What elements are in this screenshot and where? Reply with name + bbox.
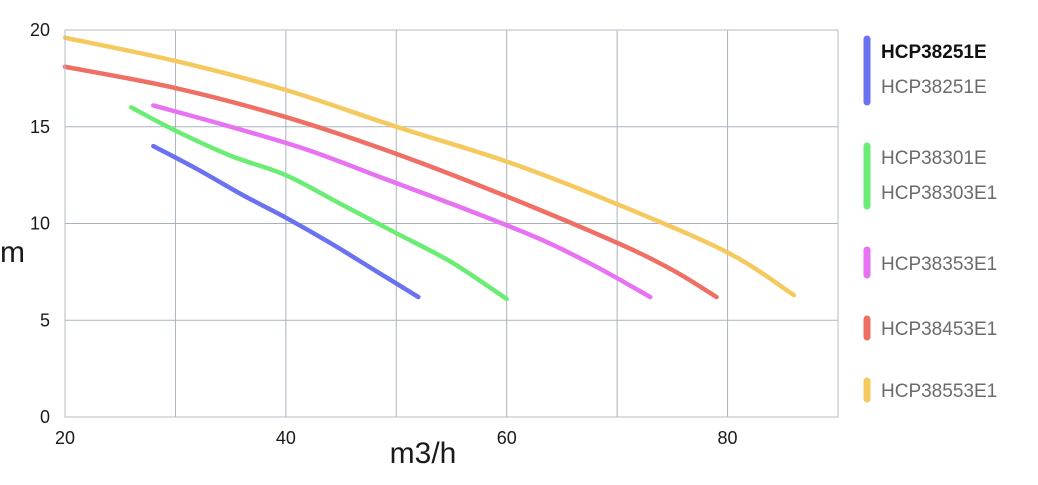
- grid: [65, 30, 838, 417]
- y-axis-label: m: [0, 236, 25, 269]
- x-tick-label: 40: [276, 428, 296, 448]
- x-axis-label: m3/h: [390, 437, 457, 470]
- y-tick-label: 5: [40, 310, 50, 330]
- x-tick-label: 20: [55, 428, 75, 448]
- y-tick-label: 10: [30, 214, 50, 234]
- y-tick-label: 0: [40, 407, 50, 427]
- legend-label: HCP38453E1: [881, 319, 997, 340]
- series-line-3: [151, 103, 653, 300]
- series-line-2: [129, 105, 509, 302]
- legend: HCP38251E HCP38251E HCP38301E HCP38303E1 HCP…: [863, 35, 997, 403]
- series-line-5: [62, 35, 797, 298]
- legend-label: HCP38251E: [881, 77, 987, 98]
- legend-label: HCP38303E1: [881, 183, 997, 204]
- y-tick-label: 15: [30, 117, 50, 137]
- legend-label: HCP38553E1: [881, 381, 997, 402]
- x-tick-label: 60: [497, 428, 517, 448]
- series-line-1: [151, 143, 421, 300]
- plot-frame: [64, 29, 839, 418]
- legend-label: HCP38353E1: [881, 254, 997, 275]
- series-lines: [62, 35, 797, 302]
- x-tick-label: 80: [718, 428, 738, 448]
- series-line-4: [62, 64, 719, 300]
- legend-label: HCP38301E: [881, 148, 987, 169]
- plot-frame-layer: [64, 29, 839, 418]
- tick-labels: 20 40 60 80 0 5 10 15 20: [30, 20, 738, 448]
- legend-label: HCP38251E: [881, 42, 987, 63]
- y-tick-label: 20: [30, 20, 50, 40]
